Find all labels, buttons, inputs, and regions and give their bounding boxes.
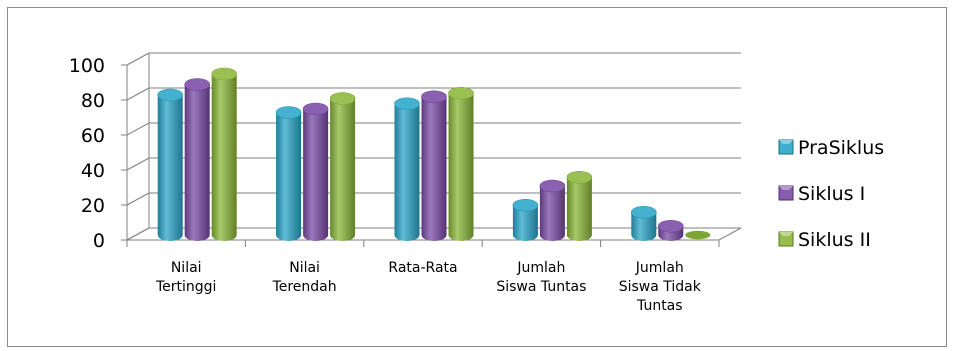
bar [657, 219, 684, 242]
legend-label: PraSiklus [798, 137, 884, 159]
y-tick-label: 40 [81, 160, 105, 182]
legend-label: Siklus I [798, 183, 865, 205]
x-tick-label: Jumlah Siswa Tidak Tuntas [619, 260, 702, 314]
bar [448, 86, 474, 242]
bar-top [657, 219, 684, 233]
bar [211, 67, 237, 242]
x-tick-label: Jumlah Siswa Tuntas [496, 260, 586, 295]
bar-top [539, 179, 566, 193]
bar-top [211, 67, 237, 81]
bar-top [685, 230, 711, 240]
bar [329, 92, 356, 242]
legend-item: Siklus I [778, 183, 865, 205]
bar-body [211, 74, 237, 242]
bar-top [448, 86, 474, 100]
y-tick-label: 20 [81, 195, 105, 217]
bar [685, 230, 711, 240]
bar-body [394, 103, 420, 241]
bar-top [302, 102, 329, 116]
legend-swatch-bevel [779, 140, 793, 144]
bar-top [157, 88, 183, 102]
y-tick-label: 80 [81, 90, 105, 112]
bar-top [566, 170, 593, 184]
legend-label: Siklus II [798, 229, 871, 251]
bar-chart: 0 20 40 60 80 100 Nilai Tertinggi Nilai Terendah… [69, 52, 884, 314]
bar [275, 106, 302, 242]
bar-body [512, 205, 538, 241]
bar-top [512, 198, 539, 212]
x-tick-label: Nilai Tertinggi [155, 260, 216, 295]
gridline-side [126, 157, 150, 171]
bar-body [276, 112, 302, 242]
x-tick-label: Nilai Terendah [272, 260, 337, 295]
bar-top [329, 92, 356, 105]
bar-body [448, 93, 474, 242]
bar [630, 205, 657, 242]
x-tick-label: Rata-Rata [388, 260, 457, 276]
chart-frame: 0 20 40 60 80 100 Nilai Tertinggi Nilai Terendah… [7, 7, 947, 347]
bar-top [630, 205, 657, 219]
bar-body [303, 109, 329, 242]
gridline-side [126, 192, 150, 206]
y-tick-label: 0 [93, 230, 105, 252]
y-tick-label: 100 [69, 55, 105, 77]
bar [302, 102, 329, 242]
bar [394, 97, 420, 241]
bar-body [566, 177, 592, 242]
x-tick-labels: Nilai Tertinggi Nilai Terendah Rata-Rata Juml… [126, 240, 720, 314]
bar-top [394, 97, 420, 111]
bar [539, 179, 566, 242]
legend-item: Siklus II [778, 229, 871, 251]
legend: PraSiklus Siklus I Siklus II [778, 137, 884, 251]
gridline-side [126, 87, 150, 101]
bar [512, 198, 539, 241]
bar [566, 170, 593, 242]
gridline-side [126, 122, 150, 136]
y-tick-labels: 0 20 40 60 80 100 [69, 55, 127, 252]
legend-item: PraSiklus [778, 137, 884, 159]
gridline-side [126, 52, 150, 66]
bar [184, 78, 210, 242]
legend-swatch-bevel [779, 232, 793, 236]
bars [157, 67, 711, 242]
bar-top [184, 78, 210, 91]
bar [157, 88, 183, 242]
y-tick-label: 60 [81, 125, 105, 147]
bar-body [330, 98, 356, 242]
bar-body [539, 186, 565, 242]
bar-body [184, 84, 210, 242]
bar-body [421, 96, 447, 242]
bar-top [275, 106, 302, 119]
bar-body [157, 95, 183, 242]
legend-swatch-bevel [779, 186, 793, 190]
bar [421, 90, 447, 242]
bar-body [631, 212, 657, 242]
bar-top [421, 90, 447, 104]
